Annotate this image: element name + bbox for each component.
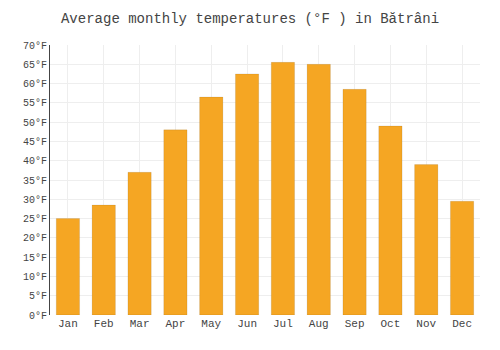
svg-text:Jun: Jun xyxy=(237,318,257,330)
svg-text:55°F: 55°F xyxy=(23,98,47,109)
svg-text:20°F: 20°F xyxy=(23,233,47,244)
svg-text:Jan: Jan xyxy=(58,318,78,330)
svg-text:10°F: 10°F xyxy=(23,272,47,283)
svg-text:30°F: 30°F xyxy=(23,195,47,206)
svg-text:Mar: Mar xyxy=(130,318,150,330)
svg-text:Dec: Dec xyxy=(452,318,472,330)
svg-text:Nov: Nov xyxy=(416,318,436,330)
svg-text:Sep: Sep xyxy=(345,318,365,330)
svg-text:Oct: Oct xyxy=(381,318,401,330)
svg-text:0°F: 0°F xyxy=(29,311,47,322)
svg-text:35°F: 35°F xyxy=(23,176,47,187)
svg-text:5°F: 5°F xyxy=(29,291,47,302)
svg-text:25°F: 25°F xyxy=(23,214,47,225)
svg-text:Aug: Aug xyxy=(309,318,329,330)
svg-text:70°F: 70°F xyxy=(23,41,47,52)
svg-text:Average monthly temperatures (: Average monthly temperatures (°F ) in Bă… xyxy=(61,11,439,27)
svg-text:65°F: 65°F xyxy=(23,60,47,71)
svg-text:40°F: 40°F xyxy=(23,156,47,167)
svg-text:Apr: Apr xyxy=(166,318,186,330)
svg-text:Feb: Feb xyxy=(94,318,114,330)
svg-text:50°F: 50°F xyxy=(23,118,47,129)
svg-text:60°F: 60°F xyxy=(23,79,47,90)
svg-text:15°F: 15°F xyxy=(23,253,47,264)
svg-text:Jul: Jul xyxy=(273,318,293,330)
svg-text:May: May xyxy=(201,318,221,330)
svg-text:45°F: 45°F xyxy=(23,137,47,148)
